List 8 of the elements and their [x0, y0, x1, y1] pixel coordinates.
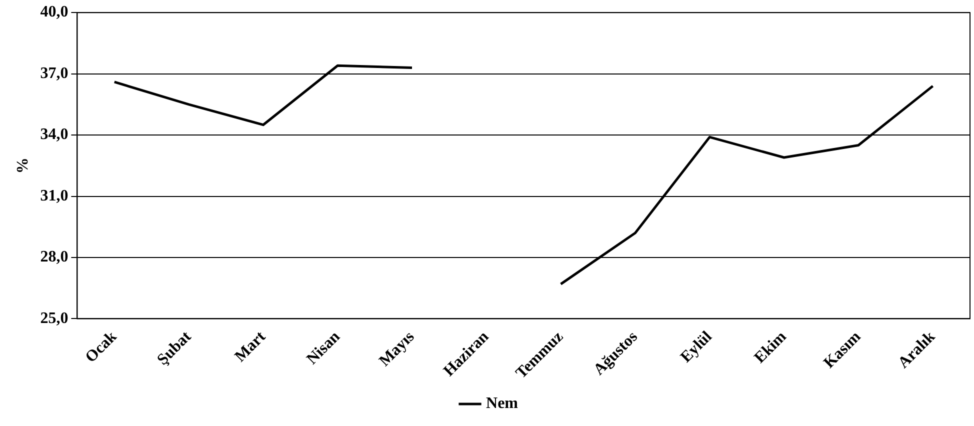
legend-label: Nem: [486, 395, 519, 412]
y-tick-label: 37,0: [40, 64, 68, 82]
y-tick-label: 34,0: [40, 126, 68, 144]
y-tick-label: 40,0: [40, 4, 68, 21]
y-tick-label: 28,0: [40, 248, 68, 266]
y-tick-label: 25,0: [40, 310, 68, 327]
y-axis-title: %: [14, 158, 32, 174]
y-tick-label: 31,0: [40, 187, 68, 204]
